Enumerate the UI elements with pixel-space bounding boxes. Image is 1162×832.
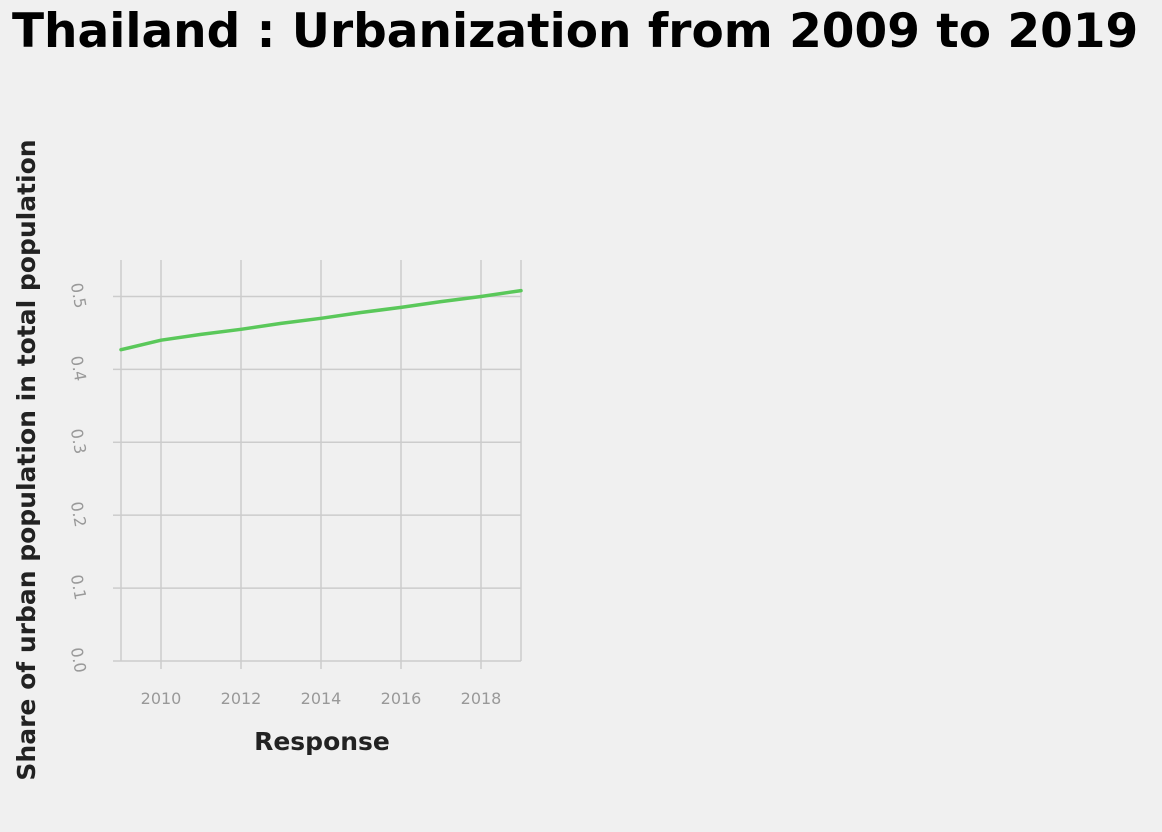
y-tick-label: 0.3 <box>67 427 90 455</box>
series-group <box>119 288 523 352</box>
y-tick-label: 0.2 <box>67 500 90 528</box>
y-axis-ticks: 0.0 0.1 0.2 0.3 0.4 0.5 <box>67 281 121 674</box>
chart-title: Thailand : Urbanization from 2009 to 201… <box>12 4 1139 59</box>
x-tick-label: 2010 <box>141 689 182 708</box>
y-tick-label: 0.4 <box>67 354 90 382</box>
series-line <box>119 288 523 352</box>
x-tick-label: 2016 <box>381 689 422 708</box>
x-axis-label: Response <box>254 727 390 756</box>
x-tick-label: 2018 <box>461 689 502 708</box>
x-axis-ticks: 2010 2012 2014 2016 2018 <box>141 661 502 708</box>
y-tick-label: 0.0 <box>67 646 90 674</box>
x-tick-label: 2014 <box>301 689 342 708</box>
y-tick-label: 0.1 <box>67 573 90 601</box>
x-tick-label: 2012 <box>221 689 262 708</box>
y-axis-label: Share of urban population in total popul… <box>12 139 41 780</box>
grid-lines <box>120 260 522 662</box>
y-tick-label: 0.5 <box>67 281 90 309</box>
